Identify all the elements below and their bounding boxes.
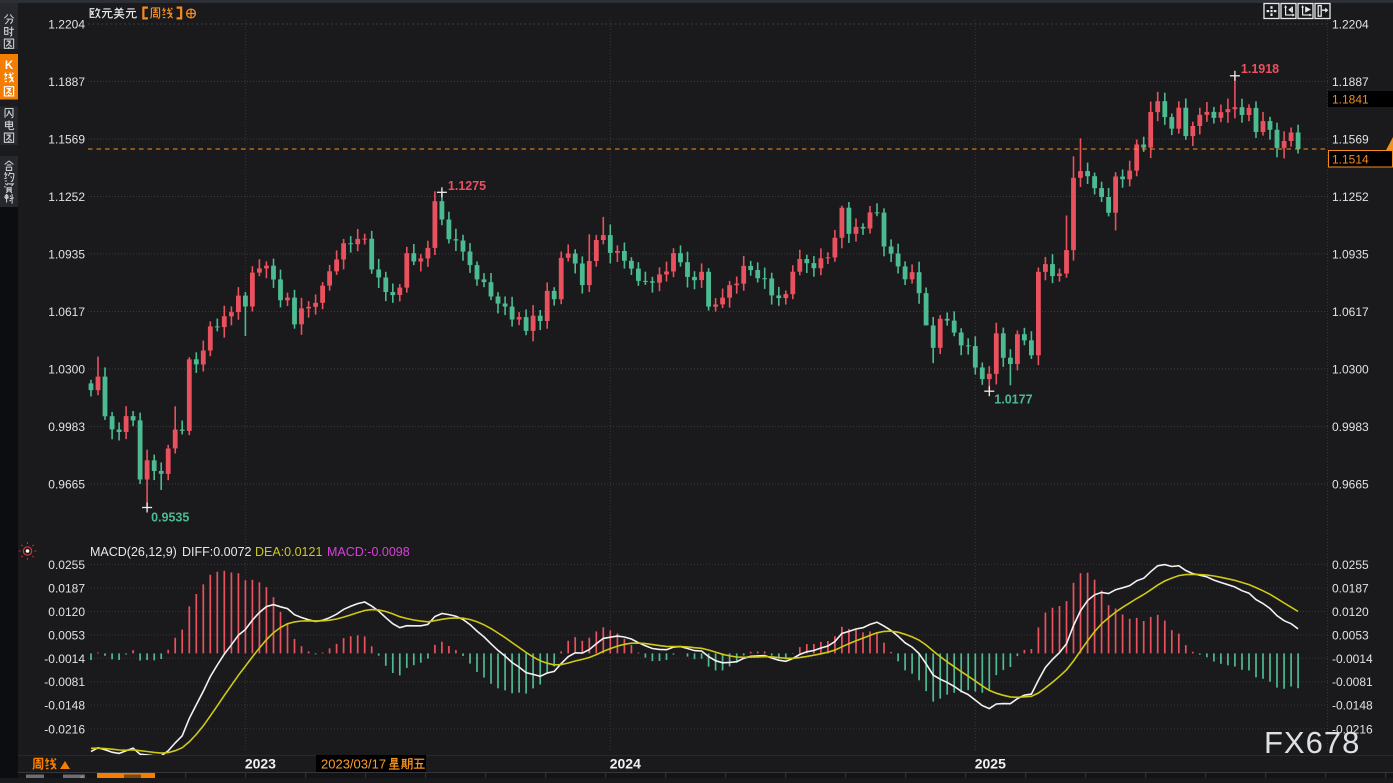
svg-text:0.9983: 0.9983 — [48, 420, 85, 434]
svg-text:-0.0148: -0.0148 — [44, 699, 85, 713]
svg-text:1.0617: 1.0617 — [48, 305, 85, 319]
svg-text:1.1252: 1.1252 — [48, 190, 85, 204]
svg-text:0.0120: 0.0120 — [48, 605, 85, 619]
svg-text:FX678: FX678 — [1264, 725, 1360, 760]
svg-text:0.0187: 0.0187 — [48, 582, 85, 596]
svg-text:-0.0081: -0.0081 — [1332, 675, 1373, 689]
svg-text:1.1275: 1.1275 — [448, 179, 486, 193]
svg-text:1.0935: 1.0935 — [48, 247, 85, 261]
svg-text:-0.0216: -0.0216 — [44, 722, 85, 736]
svg-text:1.1918: 1.1918 — [1241, 62, 1279, 76]
svg-text:1.0300: 1.0300 — [1332, 362, 1369, 376]
svg-text:1.1514: 1.1514 — [1332, 153, 1369, 167]
svg-text:-0.0014: -0.0014 — [1332, 652, 1373, 666]
svg-text:0.0255: 0.0255 — [1332, 558, 1369, 572]
svg-text:2025: 2025 — [975, 756, 1006, 772]
svg-text:0.9665: 0.9665 — [1332, 478, 1369, 492]
svg-text:1.2204: 1.2204 — [48, 18, 85, 32]
svg-text:0.0120: 0.0120 — [1332, 605, 1369, 619]
svg-text:2023: 2023 — [245, 756, 276, 772]
svg-text:DEA:0.0121: DEA:0.0121 — [255, 545, 322, 559]
svg-text:0.9535: 0.9535 — [151, 511, 189, 525]
svg-text:2024: 2024 — [610, 756, 641, 772]
svg-text:1.0935: 1.0935 — [1332, 247, 1369, 261]
svg-text:0.0187: 0.0187 — [1332, 582, 1369, 596]
svg-text:1.0300: 1.0300 — [48, 362, 85, 376]
svg-text:-0.0148: -0.0148 — [1332, 699, 1373, 713]
svg-text:-0.0014: -0.0014 — [44, 652, 85, 666]
svg-text:0.0053: 0.0053 — [1332, 628, 1369, 642]
svg-text:0.9665: 0.9665 — [48, 478, 85, 492]
svg-text:-0.0081: -0.0081 — [44, 675, 85, 689]
svg-text:0.0255: 0.0255 — [48, 558, 85, 572]
svg-text:1.1252: 1.1252 — [1332, 190, 1369, 204]
svg-text:0.0053: 0.0053 — [48, 628, 85, 642]
svg-text:1.0177: 1.0177 — [994, 393, 1032, 407]
svg-text:1.1569: 1.1569 — [1332, 133, 1369, 147]
svg-text:1.0617: 1.0617 — [1332, 305, 1369, 319]
svg-text:1.1887: 1.1887 — [1332, 75, 1369, 89]
svg-text:2023/03/17: 2023/03/17 — [321, 757, 386, 772]
svg-text:1.2204: 1.2204 — [1332, 18, 1369, 32]
svg-text:MACD(26,12,9): MACD(26,12,9) — [90, 545, 177, 559]
svg-text:1.1841: 1.1841 — [1332, 93, 1369, 107]
svg-text:1.1569: 1.1569 — [48, 133, 85, 147]
svg-text:MACD:-0.0098: MACD:-0.0098 — [327, 545, 410, 559]
svg-text:-0.0216: -0.0216 — [1332, 722, 1373, 736]
svg-text:1.1887: 1.1887 — [48, 75, 85, 89]
svg-text:0.9983: 0.9983 — [1332, 420, 1369, 434]
svg-text:K: K — [5, 60, 14, 72]
svg-text:DIFF:0.0072: DIFF:0.0072 — [182, 545, 252, 559]
